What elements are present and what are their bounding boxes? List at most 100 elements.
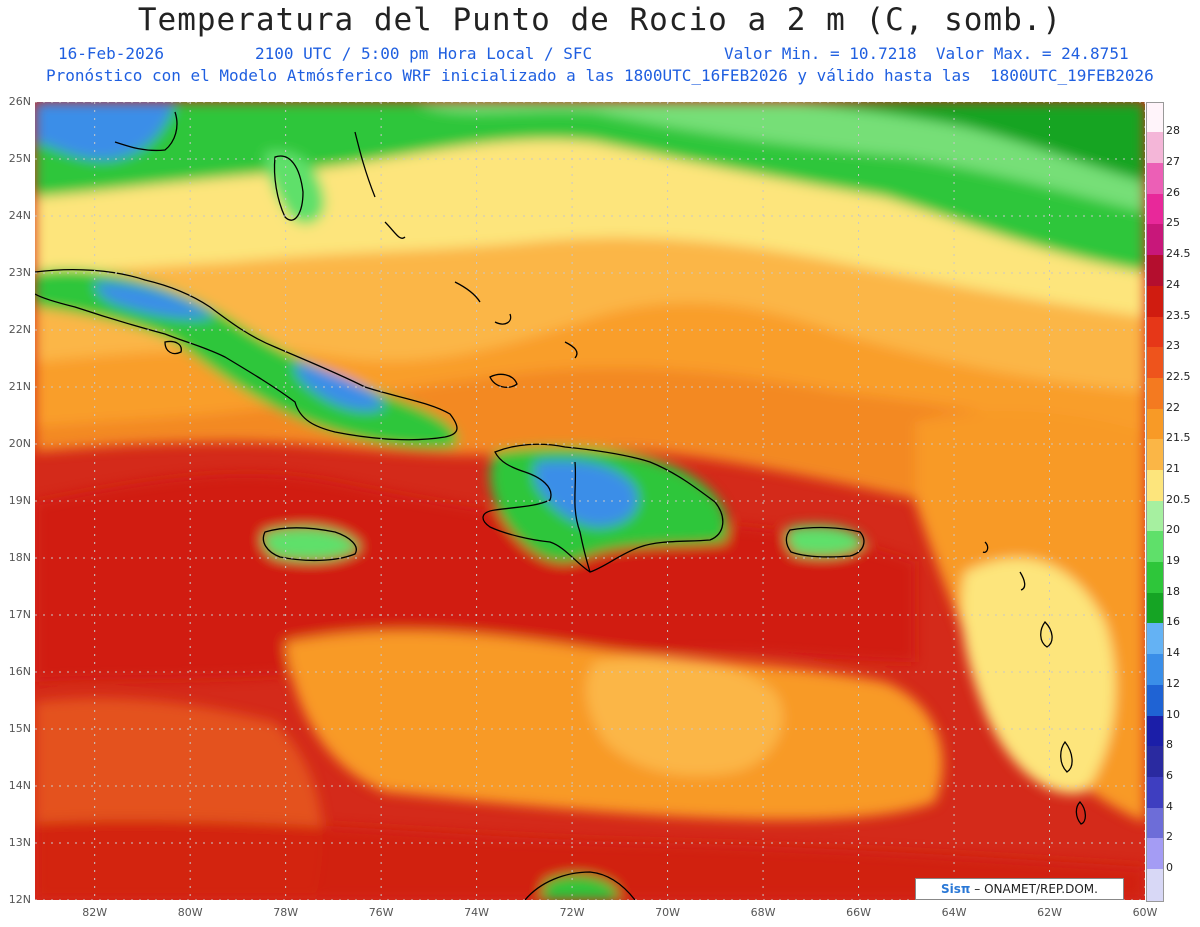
lat-label: 16N: [8, 665, 31, 678]
dewpoint-map: [35, 102, 1145, 900]
lat-label: 24N: [8, 209, 31, 222]
forecast-time: 2100 UTC / 5:00 pm Hora Local / SFC: [255, 44, 593, 63]
field-green-jamaica: [262, 527, 360, 561]
lon-label: 74W: [464, 906, 490, 919]
colombia-coast: [524, 871, 636, 900]
colorbar-segment: [1147, 408, 1163, 441]
lon-label: 82W: [82, 906, 108, 919]
colorbar-label: 21.5: [1166, 431, 1191, 445]
lat-label: 20N: [8, 437, 31, 450]
colorbar: [1146, 102, 1164, 902]
field-green-pr: [786, 525, 865, 557]
sispi-logo: Sisπ: [941, 882, 971, 896]
field-red-south: [35, 819, 1145, 900]
colorbar-segment: [1147, 500, 1163, 533]
lon-label: 64W: [941, 906, 967, 919]
colorbar-label: 26: [1166, 185, 1180, 199]
haiti-border: [574, 461, 591, 573]
andros-coast: [273, 155, 304, 221]
colorbar-label: 8: [1166, 738, 1173, 752]
isla-juventud-coast: [164, 340, 182, 355]
lat-label: 17N: [8, 608, 31, 621]
colorbar-segment: [1147, 163, 1163, 195]
colorbar-segment: [1147, 746, 1163, 778]
colorbar-segment: [1147, 623, 1163, 656]
cuba-coast: [35, 269, 458, 441]
colorbar-segment: [1147, 193, 1163, 226]
colorbar-label: 24.5: [1166, 247, 1191, 261]
colorbar-segment: [1147, 377, 1163, 410]
bahamas-east: [354, 131, 578, 359]
forecast-date: 16-Feb-2026: [58, 44, 164, 63]
lat-label: 25N: [8, 152, 31, 165]
colorbar-segment: [1147, 807, 1163, 840]
field-orange: [35, 302, 1145, 524]
colorbar-label: 6: [1166, 768, 1173, 782]
colorbar-label: 20: [1166, 523, 1180, 537]
colorbar-label: 27: [1166, 155, 1180, 169]
lon-label: 72W: [559, 906, 585, 919]
lon-label: 68W: [750, 906, 776, 919]
colorbar-label: 23: [1166, 339, 1180, 353]
colorbar-segment: [1147, 224, 1163, 257]
lon-label: 78W: [273, 906, 299, 919]
credit-text: – ONAMET/REP.DOM.: [974, 882, 1098, 896]
field-green-colombia: [540, 875, 620, 900]
model-info: Pronóstico con el Modelo Atmósferico WRF…: [46, 66, 1154, 85]
lat-label: 12N: [8, 893, 31, 906]
florida-tip: [114, 111, 178, 152]
lon-label: 66W: [846, 906, 871, 919]
colorbar-segment: [1147, 469, 1163, 502]
lon-label: 60W: [1132, 906, 1158, 919]
field-green-bahamas: [265, 151, 325, 225]
colorbar-segment: [1147, 684, 1163, 717]
lesser-antilles: [982, 541, 1087, 825]
colorbar-segment: [1147, 132, 1163, 165]
colorbar-label: 12: [1166, 676, 1180, 690]
field-yellow-south: [586, 657, 783, 776]
colorbar-label: 20.5: [1166, 492, 1191, 506]
colorbar-segment: [1147, 592, 1163, 625]
colorbar-segment: [1147, 316, 1163, 349]
map-title: Temperatura del Punto de Rocio a 2 m (C,…: [137, 2, 1063, 38]
colorbar-label: 16: [1166, 615, 1180, 629]
puerto-rico-coast: [785, 526, 865, 558]
colorbar-label: 28: [1166, 124, 1180, 138]
colorbar-label: 25: [1166, 216, 1180, 230]
colorbar-segment: [1147, 285, 1163, 318]
colorbar-segment: [1147, 838, 1163, 870]
map-field: [35, 102, 1145, 900]
colorbar-segment: [1147, 439, 1163, 471]
colorbar-label: 21: [1166, 461, 1180, 475]
grid-lines: [35, 102, 1145, 900]
lon-label: 76W: [368, 906, 394, 919]
jamaica-coast: [262, 527, 357, 562]
colorbar-label: 23.5: [1166, 308, 1191, 322]
colorbar-segment: [1147, 868, 1163, 901]
colorbar-label: 22.5: [1166, 369, 1191, 383]
colorbar-label: 19: [1166, 554, 1180, 568]
colorbar-segment: [1147, 776, 1163, 809]
lon-label: 62W: [1037, 906, 1062, 919]
lat-label: 19N: [8, 494, 31, 507]
colorbar-segment: [1147, 347, 1163, 379]
lat-label: 21N: [8, 380, 31, 393]
colorbar-label: 4: [1166, 799, 1173, 813]
lat-label: 18N: [8, 551, 31, 564]
hispaniola-coast: [482, 443, 724, 573]
turks-caicos: [489, 373, 518, 388]
credit-box: Sisπ – ONAMET/REP.DOM.: [915, 878, 1124, 900]
colorbar-segment: [1147, 531, 1163, 564]
lat-label: 22N: [8, 323, 31, 336]
colorbar-label: 22: [1166, 400, 1180, 414]
shaded-field: [35, 102, 1145, 900]
lon-label: 70W: [655, 906, 681, 919]
colorbar-segment: [1147, 715, 1163, 748]
colorbar-segment: [1147, 562, 1163, 594]
colorbar-label: 24: [1166, 277, 1180, 291]
colorbar-label: 10: [1166, 707, 1180, 721]
lat-label: 26N: [8, 95, 31, 108]
lat-label: 15N: [8, 722, 31, 735]
lat-label: 13N: [8, 836, 31, 849]
colorbar-segment: [1147, 255, 1163, 287]
